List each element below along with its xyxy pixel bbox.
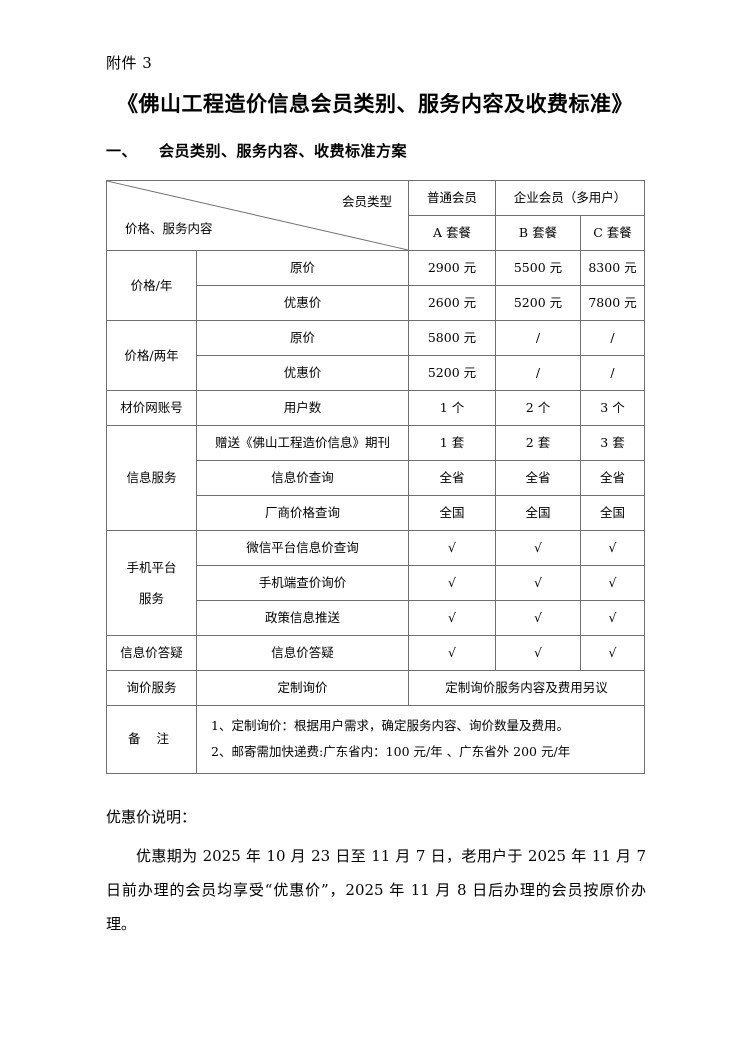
row-item-label: 信息价查询 <box>196 460 409 496</box>
table-row: 价格/两年 原价 5800 元 / / <box>106 320 646 391</box>
row-item-label: 厂商价格查询 <box>196 495 409 531</box>
table-row-remarks: 备 注 1、定制询价：根据用户需求，确定服务内容、询价数量及费用。 2、邮寄需加… <box>106 705 646 774</box>
row-group-label-price-year: 价格/年 <box>106 250 197 321</box>
row-item-label: 原价 <box>196 250 409 286</box>
cell-plan-a: 2600 元 <box>408 285 496 321</box>
row-group-label-info-service: 信息服务 <box>106 425 197 531</box>
cell-plan-c: / <box>579 355 646 391</box>
corner-label-price-service: 价格、服务内容 <box>125 221 213 237</box>
section-heading: 一、 会员类别、服务内容、收费标准方案 <box>106 140 407 161</box>
row-group-label-price-two-year: 价格/两年 <box>106 320 197 391</box>
table-row: 价格/年 原价 2900 元 5500 元 8300 元 <box>106 250 646 321</box>
cell-plan-a: √ <box>408 600 496 636</box>
remarks-line-1: 1、定制询价：根据用户需求，确定服务内容、询价数量及费用。 <box>211 718 569 733</box>
header-plan-a: A 套餐 <box>408 215 496 251</box>
cell-plan-b: 5200 元 <box>495 285 581 321</box>
cell-plan-b: √ <box>495 600 581 636</box>
discount-note-body: 优惠期为 2025 年 10 月 23 日至 11 月 7 日，老用户于 202… <box>106 847 646 933</box>
row-item-label: 用户数 <box>196 390 409 426</box>
row-group-label-account: 材价网账号 <box>106 390 197 426</box>
cell-plan-a: 全省 <box>408 460 496 496</box>
header-tier-personal: 普通会员 <box>408 180 496 216</box>
cell-plan-c: 7800 元 <box>579 285 646 321</box>
mobile-label-line2: 服务 <box>138 591 164 606</box>
cell-plan-c: 3 套 <box>579 425 646 461</box>
row-group-label-inquiry-service: 询价服务 <box>106 670 197 706</box>
cell-plan-c: √ <box>579 565 646 601</box>
cell-plan-a: √ <box>408 530 496 566</box>
row-item-label: 政策信息推送 <box>196 600 409 636</box>
membership-pricing-table: 会员类型 价格、服务内容 普通会员 企业会员（多用户） A 套餐 B 套餐 C … <box>106 180 646 774</box>
cell-plan-c: 8300 元 <box>579 250 646 286</box>
cell-plan-a: 5200 元 <box>408 355 496 391</box>
table-row: 政策信息推送 √ √ √ <box>107 600 646 636</box>
row-item-label: 原价 <box>196 320 409 356</box>
remarks-line-2: 2、邮寄需加快递费:广东省内：100 元/年 、广东省外 200 元/年 <box>211 744 571 760</box>
corner-diagonal-cell: 会员类型 价格、服务内容 <box>106 180 409 251</box>
table-header-row-tier: 会员类型 价格、服务内容 普通会员 企业会员（多用户） <box>106 180 646 251</box>
remarks-label: 备 注 <box>106 705 197 774</box>
cell-plan-c: 全省 <box>579 460 646 496</box>
row-group-label-price-qa: 信息价答疑 <box>106 635 197 671</box>
cell-plan-c: √ <box>579 530 646 566</box>
cell-plan-b: 5500 元 <box>495 250 581 286</box>
cell-inquiry-merged-value: 定制询价服务内容及费用另议 <box>407 670 646 706</box>
diagonal-divider-icon <box>107 181 408 250</box>
row-item-label: 赠送《佛山工程造价信息》期刊 <box>196 425 409 461</box>
attachment-label: 附件 3 <box>106 54 153 72</box>
corner-label-member-type: 会员类型 <box>341 194 392 209</box>
cell-plan-a: 1 个 <box>408 390 496 426</box>
cell-plan-c: / <box>579 320 646 356</box>
table-row: 厂商价格查询 全国 全国 全国 <box>107 495 646 531</box>
row-item-label: 优惠价 <box>196 355 409 391</box>
section-heading-text: 会员类别、服务内容、收费标准方案 <box>159 142 408 160</box>
row-group-label-mobile-platform: 手机平台 服务 <box>106 530 197 636</box>
cell-plan-b: 2 个 <box>495 390 581 426</box>
row-item-label: 定制询价 <box>196 670 409 706</box>
cell-plan-c: √ <box>579 635 646 671</box>
header-plan-b: B 套餐 <box>495 215 581 251</box>
cell-plan-b: √ <box>495 565 581 601</box>
cell-plan-a: 全国 <box>408 495 496 531</box>
row-item-label: 手机端查价询价 <box>196 565 409 601</box>
cell-plan-c: √ <box>579 600 646 636</box>
cell-plan-b: √ <box>495 530 581 566</box>
cell-plan-b: 全国 <box>495 495 581 531</box>
cell-plan-c: 全国 <box>579 495 646 531</box>
mobile-label-line1: 手机平台 <box>126 559 177 575</box>
cell-plan-b: 2 套 <box>495 425 581 461</box>
table-row: 手机平台 服务 微信平台信息价查询 √ √ √ <box>106 530 646 636</box>
row-item-label: 信息价答疑 <box>196 635 409 671</box>
header-plan-c: C 套餐 <box>579 215 646 251</box>
cell-plan-a: 5800 元 <box>408 320 496 356</box>
table-row: 材价网账号 用户数 1 个 2 个 3 个 <box>106 390 646 426</box>
table-row: 信息服务 赠送《佛山工程造价信息》期刊 1 套 2 套 3 套 <box>106 425 646 531</box>
table-row: 优惠价 2600 元 5200 元 7800 元 <box>107 285 646 321</box>
cell-plan-b: √ <box>495 635 581 671</box>
table-row: 信息价答疑 信息价答疑 √ √ √ <box>106 635 646 671</box>
row-item-label: 微信平台信息价查询 <box>196 530 409 566</box>
table-row: 询价服务 定制询价 定制询价服务内容及费用另议 <box>106 670 646 706</box>
header-tier-enterprise: 企业会员（多用户） <box>494 180 646 216</box>
remarks-content: 1、定制询价：根据用户需求，确定服务内容、询价数量及费用。 2、邮寄需加快递费:… <box>195 705 646 774</box>
cell-plan-b: / <box>495 355 581 391</box>
discount-note-title: 优惠价说明： <box>106 808 197 826</box>
page-title: 《佛山工程造价信息会员类别、服务内容及收费标准》 <box>117 91 633 116</box>
cell-plan-b: / <box>495 320 581 356</box>
section-number: 一、 <box>106 142 138 160</box>
cell-plan-a: 2900 元 <box>408 250 496 286</box>
cell-plan-a: √ <box>408 635 496 671</box>
table-row: 优惠价 5200 元 / / <box>107 355 646 391</box>
cell-plan-a: 1 套 <box>408 425 496 461</box>
cell-plan-b: 全省 <box>495 460 581 496</box>
row-item-label: 优惠价 <box>196 285 409 321</box>
table-header-row-plan: A 套餐 B 套餐 C 套餐 <box>107 215 646 251</box>
table-row: 手机端查价询价 √ √ √ <box>107 565 646 601</box>
cell-plan-a: √ <box>408 565 496 601</box>
cell-plan-c: 3 个 <box>579 390 646 426</box>
